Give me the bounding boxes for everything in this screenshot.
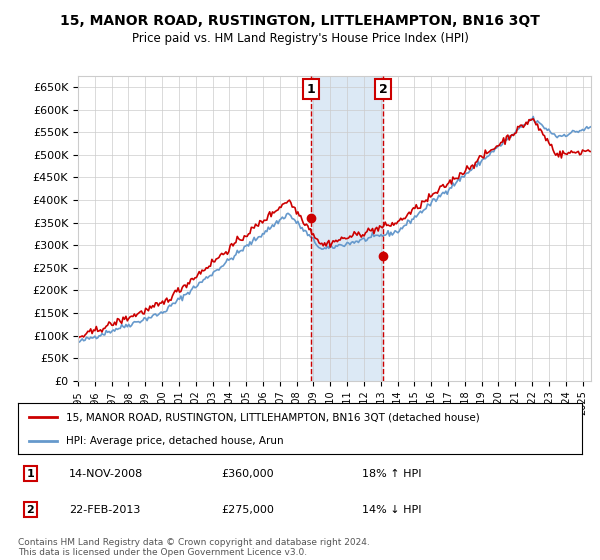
Text: 2: 2 [379,83,388,96]
Bar [311,76,383,381]
Text: Contains HM Land Registry data © Crown copyright and database right 2024.
This d: Contains HM Land Registry data © Crown c… [18,538,370,557]
Text: HPI: Average price, detached house, Arun: HPI: Average price, detached house, Arun [66,436,284,446]
Text: 15, MANOR ROAD, RUSTINGTON, LITTLEHAMPTON, BN16 3QT (detached house): 15, MANOR ROAD, RUSTINGTON, LITTLEHAMPTO… [66,412,479,422]
Text: 14-NOV-2008: 14-NOV-2008 [69,469,143,479]
Text: 1: 1 [307,83,316,96]
Text: Price paid vs. HM Land Registry's House Price Index (HPI): Price paid vs. HM Land Registry's House … [131,32,469,45]
Text: £360,000: £360,000 [221,469,274,479]
Text: 18% ↑ HPI: 18% ↑ HPI [362,469,422,479]
Text: 14% ↓ HPI: 14% ↓ HPI [362,505,422,515]
Text: 1: 1 [26,469,34,479]
Text: £275,000: £275,000 [221,505,274,515]
Text: 15, MANOR ROAD, RUSTINGTON, LITTLEHAMPTON, BN16 3QT: 15, MANOR ROAD, RUSTINGTON, LITTLEHAMPTO… [60,14,540,28]
Text: 2: 2 [26,505,34,515]
Text: 22-FEB-2013: 22-FEB-2013 [69,505,140,515]
